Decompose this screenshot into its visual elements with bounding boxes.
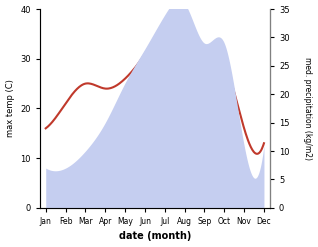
X-axis label: date (month): date (month) [119, 231, 191, 242]
Y-axis label: med. precipitation (kg/m2): med. precipitation (kg/m2) [303, 57, 313, 160]
Y-axis label: max temp (C): max temp (C) [5, 80, 15, 137]
